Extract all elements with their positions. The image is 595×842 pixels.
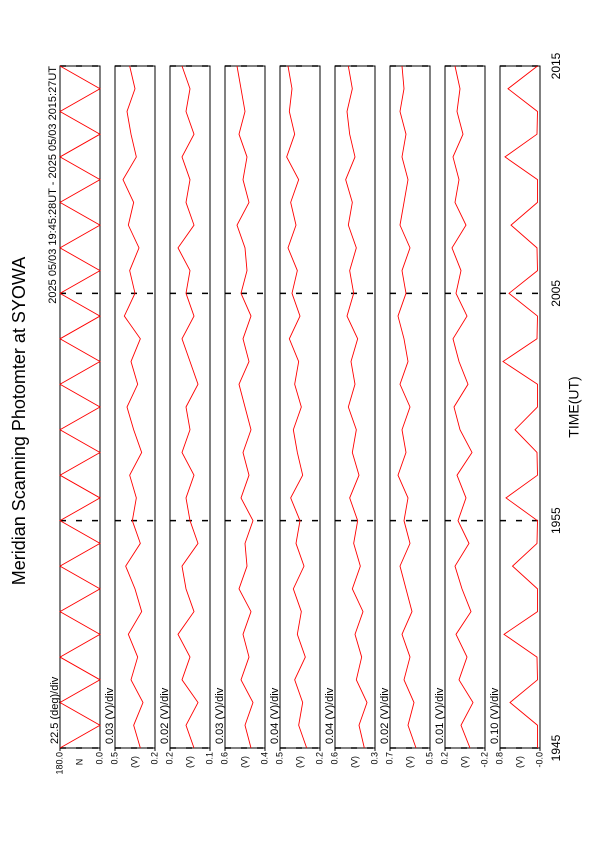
scale-label: 22.5 (deg)/div xyxy=(49,676,61,744)
signal-line xyxy=(59,65,101,749)
unit-label: (V) xyxy=(349,756,359,768)
y-tick-label: -0.2 xyxy=(479,752,489,768)
y-tick-label: 0.3 xyxy=(369,752,379,765)
y-tick-label: 0.5 xyxy=(424,752,434,765)
panel-frame xyxy=(114,65,156,749)
unit-label: (V) xyxy=(184,756,194,768)
scale-label: 0.03 (V)/div xyxy=(104,687,116,744)
x-tick-label: 2005 xyxy=(549,280,563,307)
scale-label: 0.01 (V)/div xyxy=(434,687,446,744)
chart-title: Meridian Scanning Photomter at SYOWA xyxy=(9,257,29,585)
y-tick-label: 0.2 xyxy=(149,752,159,765)
signal-line xyxy=(502,65,538,748)
y-tick-label: 0.5 xyxy=(274,752,284,765)
panel-frame xyxy=(334,65,376,749)
signal-line xyxy=(236,65,254,749)
panel-frame xyxy=(444,65,486,749)
scale-label: 0.04 (V)/div xyxy=(324,687,336,744)
y-tick-label: 0.7 xyxy=(384,752,394,765)
scale-label: 0.02 (V)/div xyxy=(379,687,391,744)
signal-line xyxy=(397,65,417,749)
y-tick-label: 0.4 xyxy=(259,752,269,765)
unit-label: N xyxy=(74,759,84,766)
y-tick-label: 0.0 xyxy=(94,752,104,765)
y-tick-label: 0.2 xyxy=(164,752,174,765)
y-tick-label: -0.0 xyxy=(534,752,544,768)
y-tick-label: 0.2 xyxy=(439,752,449,765)
signal-line xyxy=(122,65,144,749)
scale-label: 0.04 (V)/div xyxy=(269,687,281,744)
signal-line xyxy=(345,65,368,749)
y-tick-label: 0.6 xyxy=(219,752,229,765)
y-tick-label: 0.5 xyxy=(109,752,119,765)
unit-label: (V) xyxy=(239,756,249,768)
y-tick-label: 0.6 xyxy=(329,752,339,765)
panel-frame xyxy=(279,65,321,749)
signal-line xyxy=(286,65,308,749)
x-axis-label: TIME(UT) xyxy=(566,376,582,437)
panel-frame xyxy=(169,65,211,749)
x-tick-label: 2015 xyxy=(549,52,563,79)
scale-label: 0.10 (V)/div xyxy=(489,687,501,744)
signal-line xyxy=(177,65,199,749)
x-tick-label: 1945 xyxy=(549,734,563,761)
scale-label: 0.03 (V)/div xyxy=(214,687,226,744)
x-tick-label: 1955 xyxy=(549,507,563,534)
unit-label: (V) xyxy=(294,756,304,768)
time-range: 2025 05/03 19:45:28UT - 2025 05/03 2015:… xyxy=(47,66,59,304)
unit-label: (V) xyxy=(404,756,414,768)
y-tick-label: 0.8 xyxy=(494,752,504,765)
scale-label: 0.02 (V)/div xyxy=(159,687,171,744)
y-tick-label: 0.2 xyxy=(314,752,324,765)
rotated-chart: Meridian Scanning Photomter at SYOWA 202… xyxy=(9,52,582,774)
signal-line xyxy=(451,65,474,749)
unit-label: (V) xyxy=(129,756,139,768)
unit-label: (V) xyxy=(459,756,469,768)
unit-label: (V) xyxy=(514,756,524,768)
y-tick-label: 180.0 xyxy=(54,752,64,775)
y-tick-label: 0.1 xyxy=(204,752,214,765)
